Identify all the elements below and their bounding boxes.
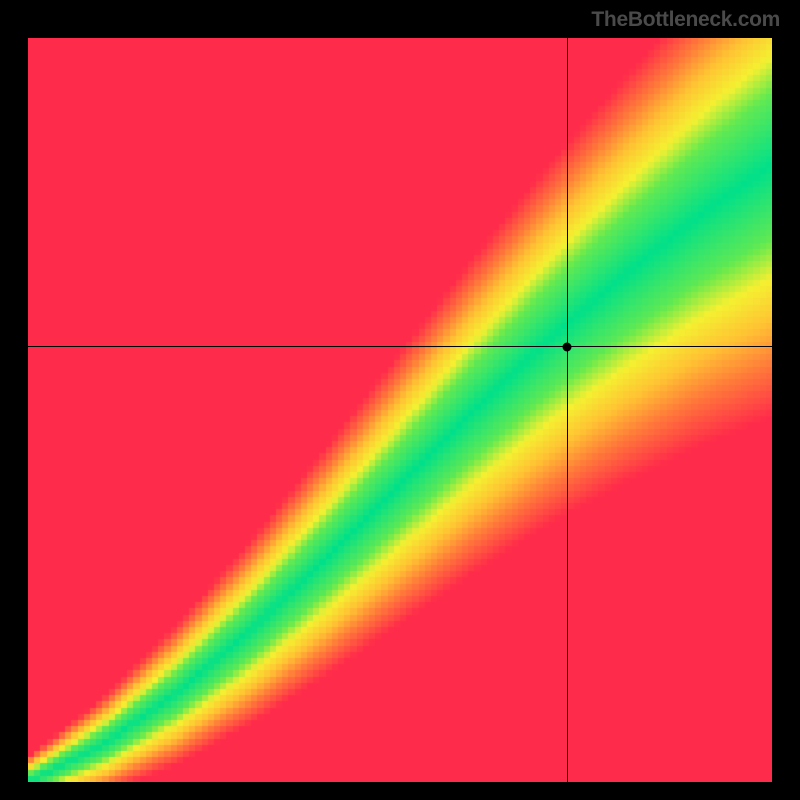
heatmap-canvas	[28, 38, 772, 782]
watermark-text: TheBottleneck.com	[591, 8, 780, 32]
crosshair-marker	[563, 342, 572, 351]
crosshair-vertical	[567, 38, 568, 782]
heatmap-plot	[28, 38, 772, 782]
chart-frame: TheBottleneck.com	[0, 0, 800, 800]
crosshair-horizontal	[28, 346, 772, 347]
